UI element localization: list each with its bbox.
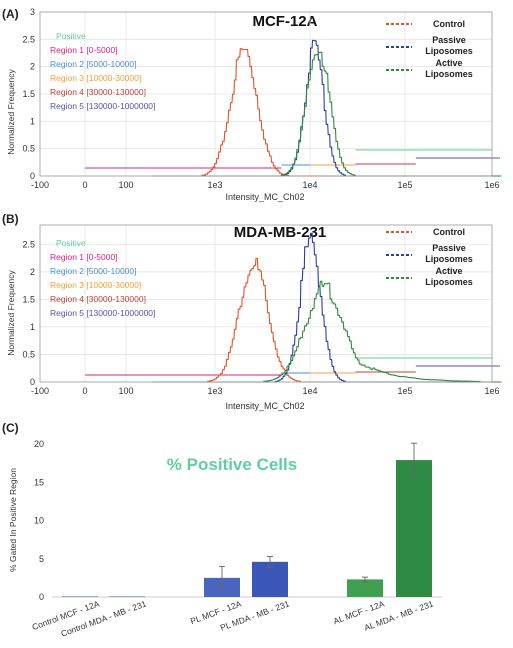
region-label-region-3: Region 3 [10000-30000] <box>50 280 141 290</box>
region-label-region-5: Region 5 [130000-1000000] <box>50 308 155 318</box>
bar-panel-bars <box>62 442 432 597</box>
x-tick-label: 0 <box>82 386 87 396</box>
panel-b-region-labels: Positive Region 1 [0-5000] Region 2 [5000-… <box>50 238 155 318</box>
legend-label-active-liposomes: Active Liposomes <box>425 266 473 287</box>
legend-label-active-liposomes: Active Liposomes <box>425 58 473 79</box>
panel-tag-b: (B) <box>2 212 19 226</box>
x-tick-label: 100 <box>118 180 133 190</box>
x-tick-label: 1e3 <box>207 386 222 396</box>
x-tick-label: 1e6 <box>484 386 499 396</box>
histogram-curve-active-liposomes <box>152 280 502 383</box>
x-tick-label: -100 <box>31 386 49 396</box>
panel-a-region-labels: Positive Region 1 [0-5000] Region 2 [5000-… <box>50 31 155 111</box>
panel-a-x-ticks: -100 0 100 1e3 1e4 1e5 1e6 <box>31 180 500 190</box>
bar-pl-mda-mb-231 <box>252 561 288 597</box>
y-tick-label: 3 <box>30 7 35 17</box>
y-tick-label: 1.5 <box>22 89 35 99</box>
bar-al-mcf-12a <box>347 579 383 597</box>
bar-panel-title: % Positive Cells <box>167 455 297 474</box>
legend-label-passive-liposomes: Passive Liposomes <box>425 243 473 264</box>
region-label-positive: Positive <box>56 238 86 248</box>
x-tick-label: 100 <box>118 386 133 396</box>
panel-a-plot-frame <box>39 11 493 177</box>
histogram-panel-mcf-12a: (A) MCF-12A Normalized Frequency Intensi… <box>2 7 502 202</box>
x-tick-label: 1e5 <box>397 180 412 190</box>
x-tick-label: 1e6 <box>484 180 499 190</box>
region-label-region-1: Region 1 [0-5000] <box>50 252 118 262</box>
x-tick-label: 1e4 <box>302 180 317 190</box>
bar-panel-y-ticks: 0 5 10 15 20 <box>34 439 44 602</box>
y-tick-label: 2.5 <box>22 239 35 249</box>
y-tick-label: 1.5 <box>22 294 35 304</box>
panel-b-title: MDA-MB-231 <box>234 224 327 241</box>
y-tick-label: 1 <box>30 116 35 126</box>
region-label-region-4: Region 4 [30000-130000] <box>50 294 146 304</box>
panel-b-xlabel: Intensity_MC_Ch02 <box>225 401 304 411</box>
y-tick-label: 5 <box>39 554 44 564</box>
x-tick-label: 0 <box>82 180 87 190</box>
panel-b-ylabel: Normalized Frequency <box>6 270 16 356</box>
panel-a-ylabel: Normalized Frequency <box>6 69 16 155</box>
bar-panel-ylabel: % Gated In Positive Region <box>8 468 18 572</box>
bar-al-mda-mb-231 <box>396 460 432 597</box>
panel-b-plot-frame <box>39 224 493 383</box>
region-label-region-4: Region 4 [30000-130000] <box>50 87 146 97</box>
region-label-region-1: Region 1 [0-5000] <box>50 45 118 55</box>
x-tick-label: 1e5 <box>397 386 412 396</box>
panel-a-y-ticks: 0 0.5 1 1.5 2 2.5 3 <box>22 7 35 181</box>
region-label-region-2: Region 2 [5000-10000] <box>50 59 137 69</box>
bar-panel-positive-cells: (C) % Positive Cells % Gated In Positive… <box>2 421 442 639</box>
legend-label-control: Control <box>433 227 465 237</box>
legend-label-control: Control <box>433 19 465 29</box>
region-label-region-2: Region 2 [5000-10000] <box>50 266 137 276</box>
y-tick-label: 2.5 <box>22 34 35 44</box>
y-tick-label: 0 <box>30 171 35 181</box>
y-tick-label: 0 <box>39 592 44 602</box>
panel-b-region-gates <box>85 357 500 376</box>
panel-b-x-ticks: -100 0 100 1e3 1e4 1e5 1e6 <box>31 386 500 396</box>
y-tick-label: 15 <box>34 477 44 487</box>
y-tick-label: 20 <box>34 439 44 449</box>
y-tick-label: 0.5 <box>22 144 35 154</box>
category-label-control-mda-mb-231: Control MDA - MB - 231 <box>59 598 147 638</box>
x-tick-label: 1e3 <box>207 180 222 190</box>
y-tick-label: 2 <box>30 62 35 72</box>
histogram-panel-mda-mb-231: (B) MDA-MB-231 Normalized Frequency Inte… <box>2 212 502 411</box>
panel-a-xlabel: Intensity_MC_Ch02 <box>225 192 304 202</box>
y-tick-label: 2 <box>30 267 35 277</box>
region-label-region-5: Region 5 [130000-1000000] <box>50 101 155 111</box>
panel-a-title: MCF-12A <box>252 13 317 30</box>
bar-control-mcf-12a <box>62 596 98 597</box>
y-tick-label: 0 <box>30 377 35 387</box>
region-label-region-3: Region 3 [10000-30000] <box>50 73 141 83</box>
y-tick-label: 10 <box>34 516 44 526</box>
x-tick-label: -100 <box>31 180 49 190</box>
bar-control-mda-mb-231 <box>109 596 145 597</box>
panel-tag-c: (C) <box>2 421 19 435</box>
region-label-positive: Positive <box>56 31 86 41</box>
y-tick-label: 0.5 <box>22 349 35 359</box>
panel-b-y-ticks: 0 0.5 1 1.5 2 2.5 <box>22 239 35 387</box>
x-tick-label: 1e4 <box>302 386 317 396</box>
panel-a-region-gates <box>85 149 500 169</box>
y-tick-label: 1 <box>30 322 35 332</box>
panel-tag-a: (A) <box>2 7 19 21</box>
legend-label-passive-liposomes: Passive Liposomes <box>425 35 473 56</box>
